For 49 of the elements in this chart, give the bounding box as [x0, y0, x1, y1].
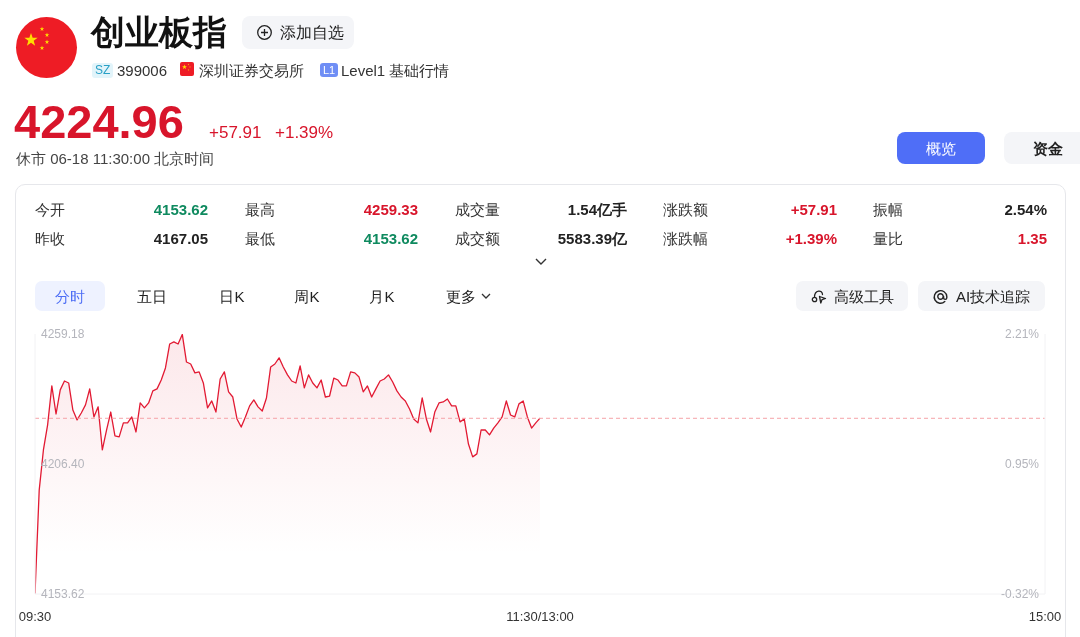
text: L1 — [320, 63, 339, 77]
y-tick-label: 4153.62 — [41, 587, 85, 602]
y2-tick-label: 2.21% — [1004, 327, 1040, 342]
text: 4153.62 — [153, 199, 208, 219]
text: 深圳证券交易所 — [199, 60, 304, 80]
text: 更多 — [446, 286, 476, 306]
text: 月K — [369, 286, 395, 306]
text: 2.54% — [1004, 199, 1047, 219]
text: 最低 — [245, 228, 275, 248]
text: +1.39% — [275, 121, 334, 143]
text: 1.54亿手 — [567, 199, 627, 219]
text: Level1 基础行情 — [341, 60, 450, 80]
text: 日K — [219, 286, 245, 306]
x-tick-label: 11:30/13:00 — [506, 609, 574, 625]
text: 休市 06-18 11:30:00 北京时间 — [16, 148, 215, 168]
text: 涨跌幅 — [663, 228, 708, 248]
text: 分时 — [55, 286, 85, 306]
text: 4153.62 — [363, 228, 418, 248]
text: +57.91 — [209, 121, 262, 143]
text: +1.39% — [785, 228, 837, 248]
y2-tick-label: -0.32% — [1000, 587, 1040, 602]
chart-title: 创业板指 — [91, 12, 227, 53]
text: AI技术追踪 — [956, 286, 1031, 306]
text: 1.35 — [1017, 228, 1047, 248]
y2-tick-label: 0.95% — [1004, 456, 1040, 471]
text: 成交额 — [455, 228, 500, 248]
text: 振幅 — [873, 199, 903, 219]
text: 4259.33 — [363, 199, 418, 219]
text: 4224.96 — [14, 93, 184, 150]
text: SZ — [92, 62, 114, 78]
text: 成交量 — [455, 199, 500, 219]
text: 五日 — [137, 286, 167, 306]
text: +57.91 — [790, 199, 837, 219]
x-tick-label: 15:00 — [1028, 609, 1062, 625]
text: 高级工具 — [834, 286, 894, 306]
x-tick-label: 09:30 — [18, 609, 52, 625]
text: 周K — [294, 286, 320, 306]
text: 5583.39亿 — [557, 228, 627, 248]
text: 涨跌额 — [663, 199, 708, 219]
text: 今开 — [35, 199, 65, 219]
text: 资金 — [1033, 138, 1063, 158]
y-tick-label: 4259.18 — [41, 327, 85, 342]
text: 量比 — [873, 228, 903, 248]
text: 昨收 — [35, 228, 65, 248]
text: 4167.05 — [153, 228, 208, 248]
text: 概览 — [926, 138, 956, 158]
text: 399006 — [117, 60, 168, 80]
text: 最高 — [245, 199, 275, 219]
text: 添加自选 — [280, 23, 344, 43]
